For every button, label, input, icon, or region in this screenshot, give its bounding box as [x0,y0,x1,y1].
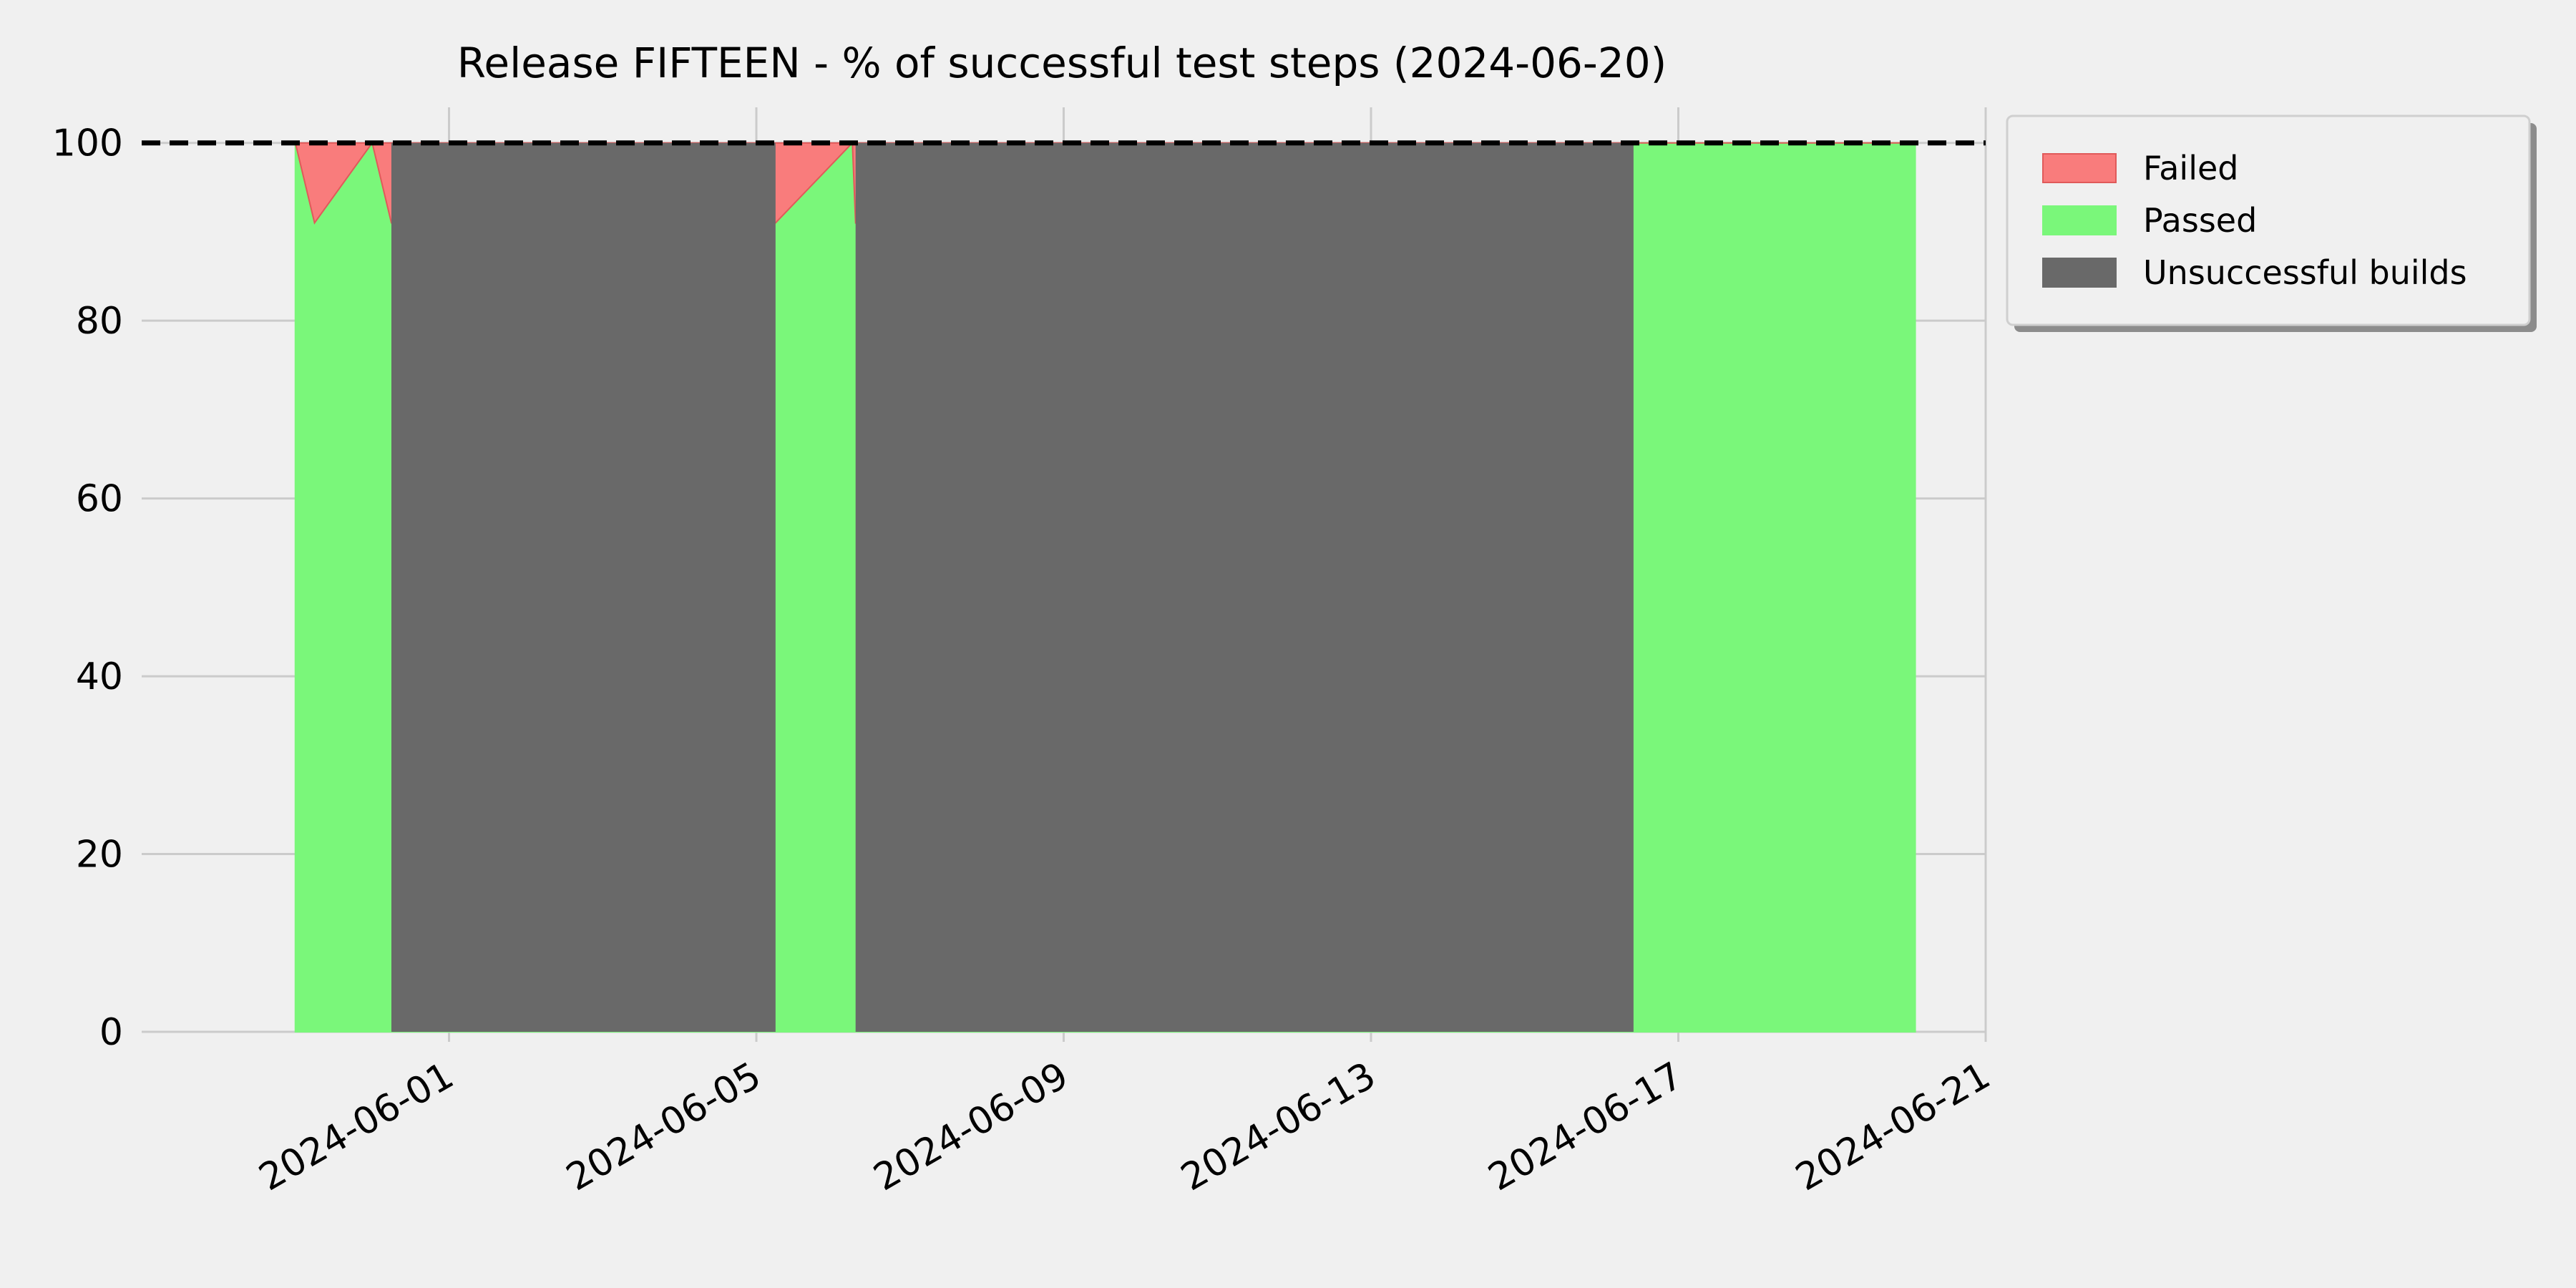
unsuccessful-build-block [391,142,776,1033]
x-tick-label: 2024-06-01 [252,1054,461,1199]
x-tick-label: 2024-06-13 [1174,1054,1383,1199]
legend-swatch [2042,153,2117,183]
y-tick-label: 20 [76,834,123,877]
unsuccessful-build-block [855,142,1634,1033]
y-tick-label: 60 [76,478,123,521]
legend-swatch [2042,205,2117,235]
y-tick-label: 40 [76,655,123,698]
x-tick-label: 2024-06-09 [867,1054,1075,1199]
legend-label: Failed [2143,149,2239,187]
y-tick-label: 100 [52,122,123,165]
y-tick-label: 80 [76,300,123,343]
legend-label: Passed [2143,201,2257,240]
plot-area: 0 20 40 60 80 100 2024-06-01 2024-06-05 2024-06-… [52,107,1998,1199]
chart-title: Release FIFTEEN - % of successful test s… [457,39,1667,87]
x-tick-label: 2024-06-21 [1789,1054,1998,1199]
x-tick-label: 2024-06-05 [560,1054,769,1199]
legend: Failed Passed Unsuccessful builds [2006,114,2537,332]
legend-label: Unsuccessful builds [2143,253,2467,292]
x-tick-label: 2024-06-17 [1481,1054,1690,1199]
legend-box [2006,114,2531,326]
y-tick-label: 0 [99,1011,123,1054]
legend-swatch [2042,258,2117,288]
